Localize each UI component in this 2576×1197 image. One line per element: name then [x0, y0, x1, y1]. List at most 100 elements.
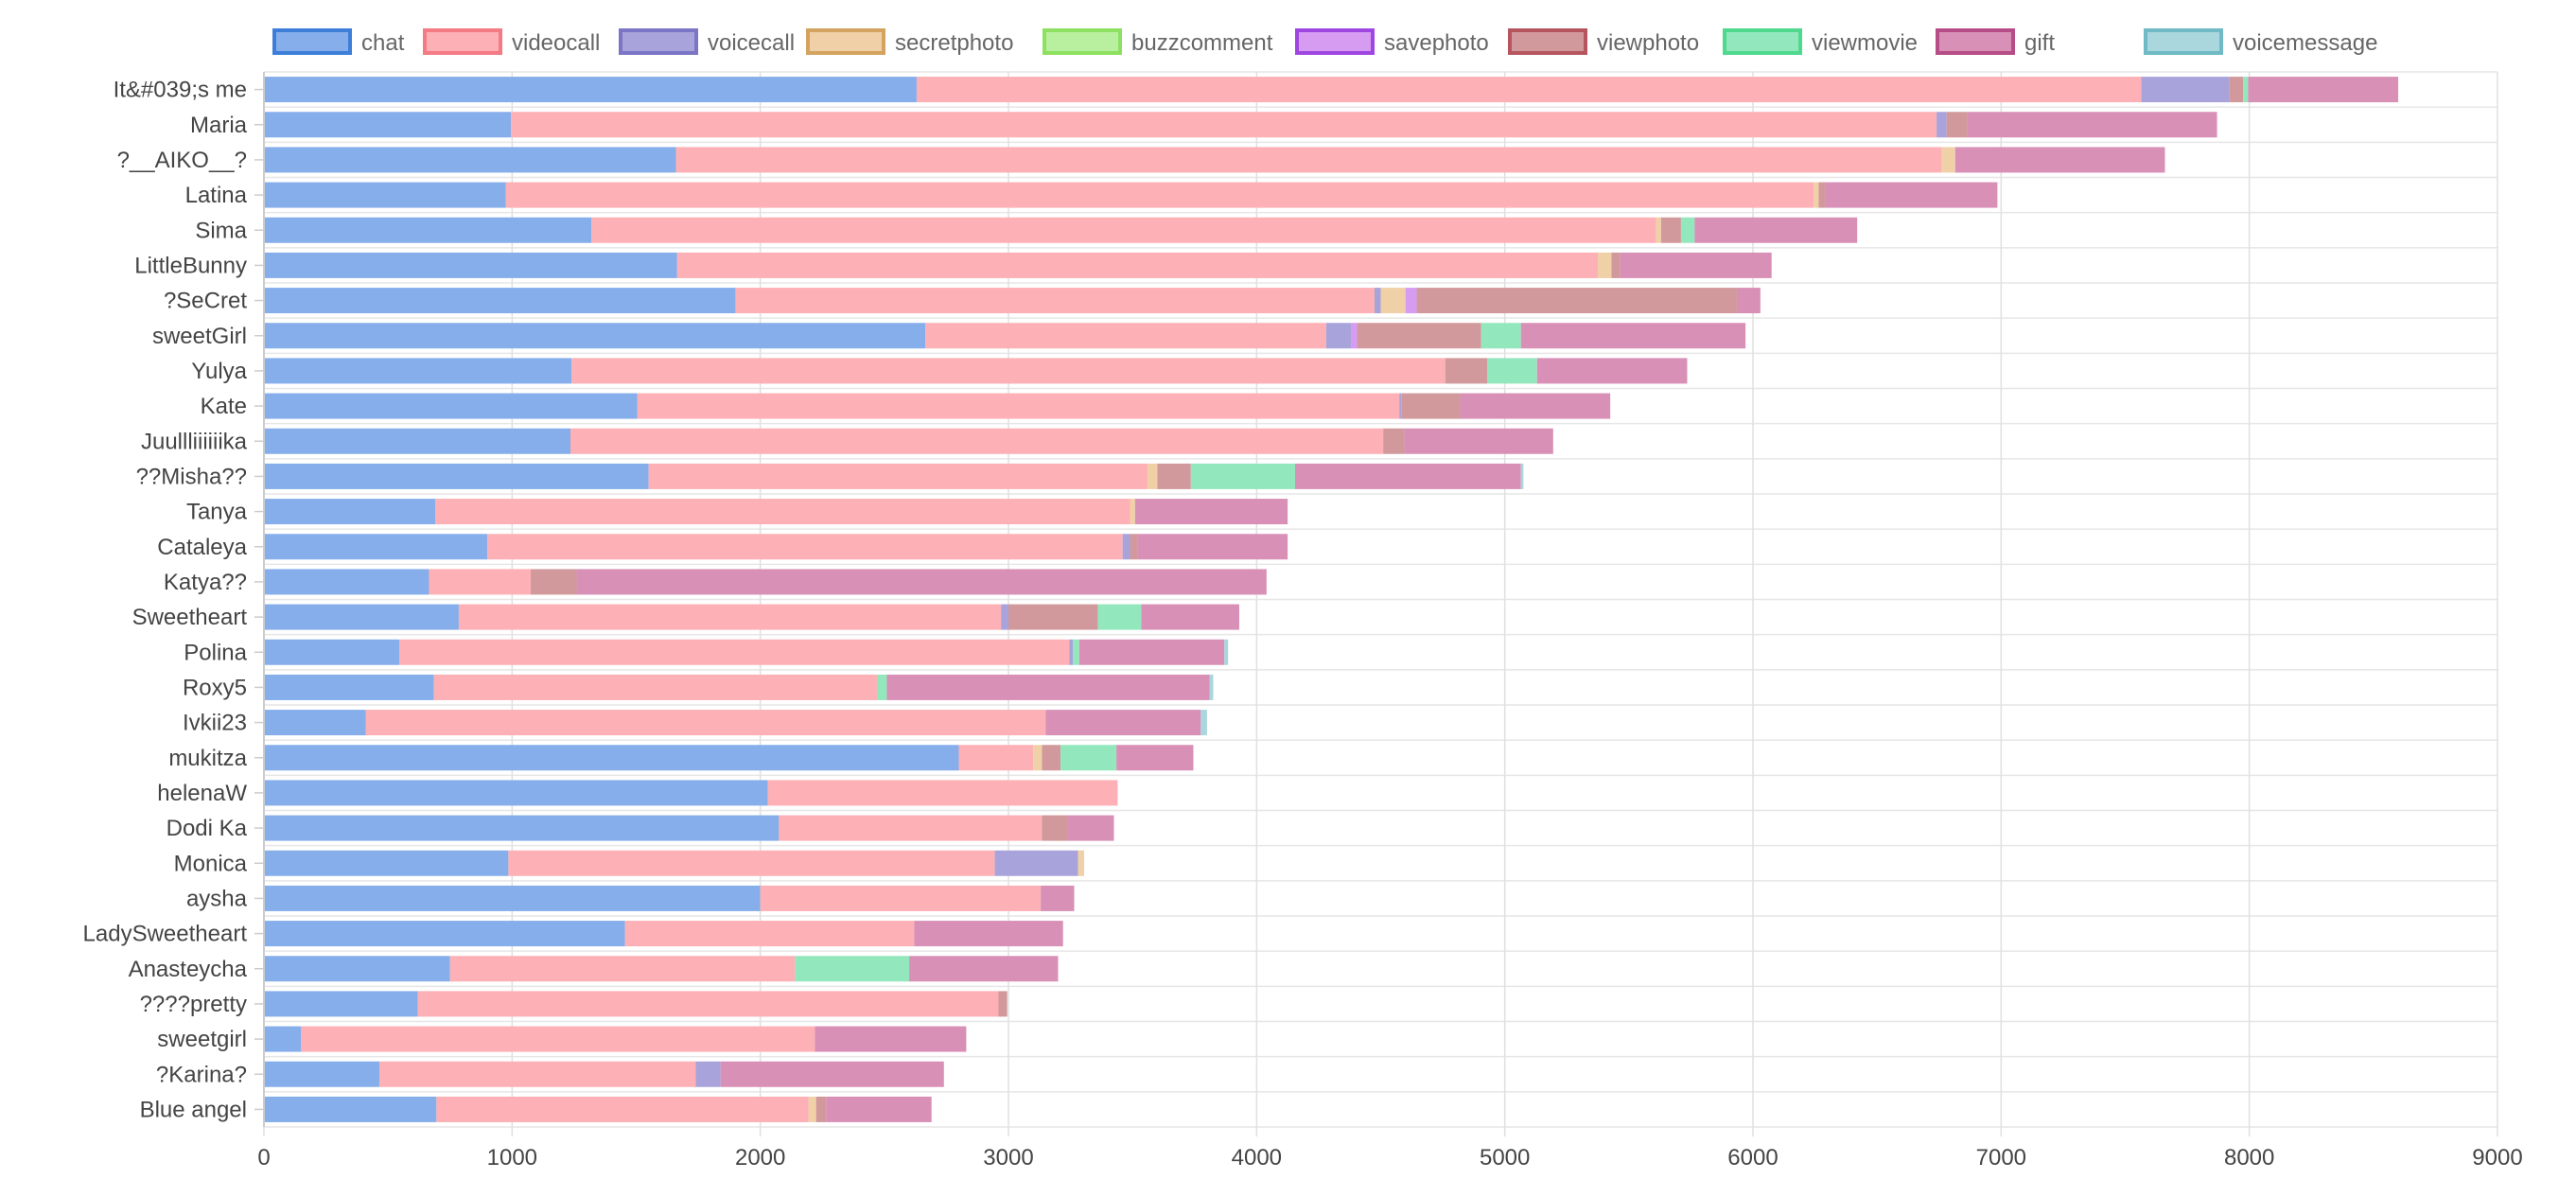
- bar-chat-roxy5[interactable]: [264, 674, 434, 700]
- bar-viewphoto-latina[interactable]: [1818, 182, 1826, 208]
- bar-voicecall-kate[interactable]: [1399, 393, 1402, 419]
- bar-gift-tanya[interactable]: [1134, 499, 1288, 525]
- bar-chat-sima[interactable]: [264, 217, 592, 243]
- bar-videocall-latina[interactable]: [505, 182, 1814, 208]
- bar-videocall-yulya[interactable]: [571, 358, 1446, 384]
- bar-chat-aysha[interactable]: [264, 885, 761, 911]
- bar-chat-aiko[interactable]: [264, 147, 676, 173]
- bar-videocall-secret[interactable]: [735, 288, 1375, 314]
- bar-chat-katya[interactable]: [264, 569, 429, 595]
- bar-chat-yulya[interactable]: [264, 358, 572, 384]
- bar-chat-anasteycha[interactable]: [264, 956, 450, 982]
- bar-voicecall-cataleya[interactable]: [1122, 534, 1130, 560]
- bar-videocall-aiko[interactable]: [675, 147, 1942, 173]
- bar-videocall-sweetheart[interactable]: [458, 604, 1002, 630]
- bar-viewmovie-sweetgirl[interactable]: [1481, 323, 1521, 349]
- bar-chat-dodi-ka[interactable]: [264, 815, 780, 841]
- bar-gift-ladysweetheart[interactable]: [914, 921, 1063, 947]
- bar-videocall-polina[interactable]: [398, 639, 1070, 665]
- bar-videocall-sweetgirl[interactable]: [301, 1026, 815, 1052]
- bar-secretphoto-littlebunny[interactable]: [1598, 252, 1612, 278]
- bar-chat-maria[interactable]: [264, 112, 512, 138]
- legend-item-secretphoto[interactable]: secretphoto: [806, 28, 1013, 56]
- bar-videocall-juullliiiiiika[interactable]: [570, 428, 1384, 454]
- bar-chat-juullliiiiiika[interactable]: [264, 428, 570, 454]
- bar-voicecall-monica[interactable]: [994, 850, 1078, 876]
- bar-chat-cataleya[interactable]: [264, 534, 488, 560]
- bar-viewmovie-it-039-s-me[interactable]: [2243, 77, 2249, 103]
- bar-viewphoto-pretty[interactable]: [998, 991, 1008, 1017]
- bar-videocall-sweetgirl[interactable]: [925, 323, 1326, 349]
- bar-secretphoto-sima[interactable]: [1656, 217, 1661, 243]
- bar-viewphoto-cataleya[interactable]: [1130, 534, 1138, 560]
- bar-gift-cataleya[interactable]: [1137, 534, 1288, 560]
- bar-videocall-misha[interactable]: [648, 463, 1148, 489]
- bar-chat-polina[interactable]: [264, 639, 399, 665]
- bar-gift-anasteycha[interactable]: [909, 956, 1059, 982]
- bar-chat-secret[interactable]: [264, 288, 736, 314]
- bar-voicecall-polina[interactable]: [1069, 639, 1074, 665]
- bar-viewphoto-dodi-ka[interactable]: [1042, 815, 1068, 841]
- bar-videocall-mukitza[interactable]: [958, 745, 1034, 771]
- legend-item-voicecall[interactable]: voicecall: [619, 28, 795, 56]
- bar-gift-misha[interactable]: [1294, 463, 1521, 489]
- bar-videocall-blue-angel[interactable]: [436, 1096, 809, 1122]
- bar-chat-karina[interactable]: [264, 1061, 379, 1087]
- bar-videocall-roxy5[interactable]: [433, 674, 877, 700]
- bar-videocall-ivkii23[interactable]: [365, 710, 1046, 736]
- bar-viewphoto-it-039-s-me[interactable]: [2229, 77, 2244, 103]
- bar-voicemessage-misha[interactable]: [1520, 463, 1524, 489]
- bar-chat-sweetgirl[interactable]: [264, 323, 926, 349]
- legend-item-viewmovie[interactable]: viewmovie: [1723, 28, 1918, 56]
- bar-videocall-helenaw[interactable]: [767, 780, 1118, 806]
- bar-savephoto-sweetgirl[interactable]: [1351, 323, 1358, 349]
- bar-gift-sweetgirl[interactable]: [1520, 323, 1746, 349]
- legend-item-savephoto[interactable]: savephoto: [1295, 28, 1489, 56]
- bar-chat-tanya[interactable]: [264, 499, 436, 525]
- bar-videocall-maria[interactable]: [511, 112, 1937, 138]
- bar-gift-kate[interactable]: [1460, 393, 1611, 419]
- bar-gift-juullliiiiiika[interactable]: [1404, 428, 1553, 454]
- bar-gift-karina[interactable]: [720, 1061, 944, 1087]
- bar-viewphoto-blue-angel[interactable]: [815, 1096, 827, 1122]
- bar-chat-it-039-s-me[interactable]: [264, 77, 917, 103]
- bar-videocall-cataleya[interactable]: [487, 534, 1123, 560]
- bar-videocall-littlebunny[interactable]: [676, 252, 1599, 278]
- bar-secretphoto-aiko[interactable]: [1941, 147, 1955, 173]
- bar-voicemessage-roxy5[interactable]: [1209, 674, 1214, 700]
- bar-gift-sima[interactable]: [1694, 217, 1858, 243]
- bar-videocall-aysha[interactable]: [760, 885, 1042, 911]
- bar-gift-polina[interactable]: [1078, 639, 1225, 665]
- bar-gift-sweetheart[interactable]: [1141, 604, 1239, 630]
- bar-viewmovie-sweetheart[interactable]: [1097, 604, 1142, 630]
- bar-voicecall-sweetheart[interactable]: [1001, 604, 1008, 630]
- bar-gift-mukitza[interactable]: [1116, 745, 1194, 771]
- bar-secretphoto-misha[interactable]: [1147, 463, 1158, 489]
- bar-chat-monica[interactable]: [264, 850, 509, 876]
- bar-gift-littlebunny[interactable]: [1620, 252, 1772, 278]
- bar-videocall-it-039-s-me[interactable]: [916, 77, 2142, 103]
- bar-voicemessage-polina[interactable]: [1224, 639, 1229, 665]
- bar-gift-aiko[interactable]: [1954, 147, 2165, 173]
- bar-viewmovie-roxy5[interactable]: [876, 674, 887, 700]
- bar-videocall-tanya[interactable]: [435, 499, 1130, 525]
- bar-viewmovie-yulya[interactable]: [1487, 358, 1537, 384]
- bar-secretphoto-monica[interactable]: [1078, 850, 1085, 876]
- bar-chat-misha[interactable]: [264, 463, 649, 489]
- legend-item-buzzcomment[interactable]: buzzcomment: [1043, 28, 1273, 56]
- bar-videocall-sima[interactable]: [591, 217, 1656, 243]
- bar-chat-littlebunny[interactable]: [264, 252, 677, 278]
- bar-videocall-karina[interactable]: [378, 1061, 696, 1087]
- bar-voicecall-maria[interactable]: [1936, 112, 1947, 138]
- bar-gift-aysha[interactable]: [1041, 885, 1075, 911]
- bar-secretphoto-secret[interactable]: [1380, 288, 1406, 314]
- bar-chat-helenaw[interactable]: [264, 780, 768, 806]
- bar-gift-sweetgirl[interactable]: [815, 1026, 967, 1052]
- bar-viewphoto-sweetheart[interactable]: [1008, 604, 1098, 630]
- bar-gift-dodi-ka[interactable]: [1067, 815, 1114, 841]
- bar-gift-roxy5[interactable]: [886, 674, 1210, 700]
- bar-gift-maria[interactable]: [1967, 112, 2217, 138]
- bar-secretphoto-blue-angel[interactable]: [808, 1096, 816, 1122]
- bar-chat-blue-angel[interactable]: [264, 1096, 437, 1122]
- bar-gift-yulya[interactable]: [1536, 358, 1688, 384]
